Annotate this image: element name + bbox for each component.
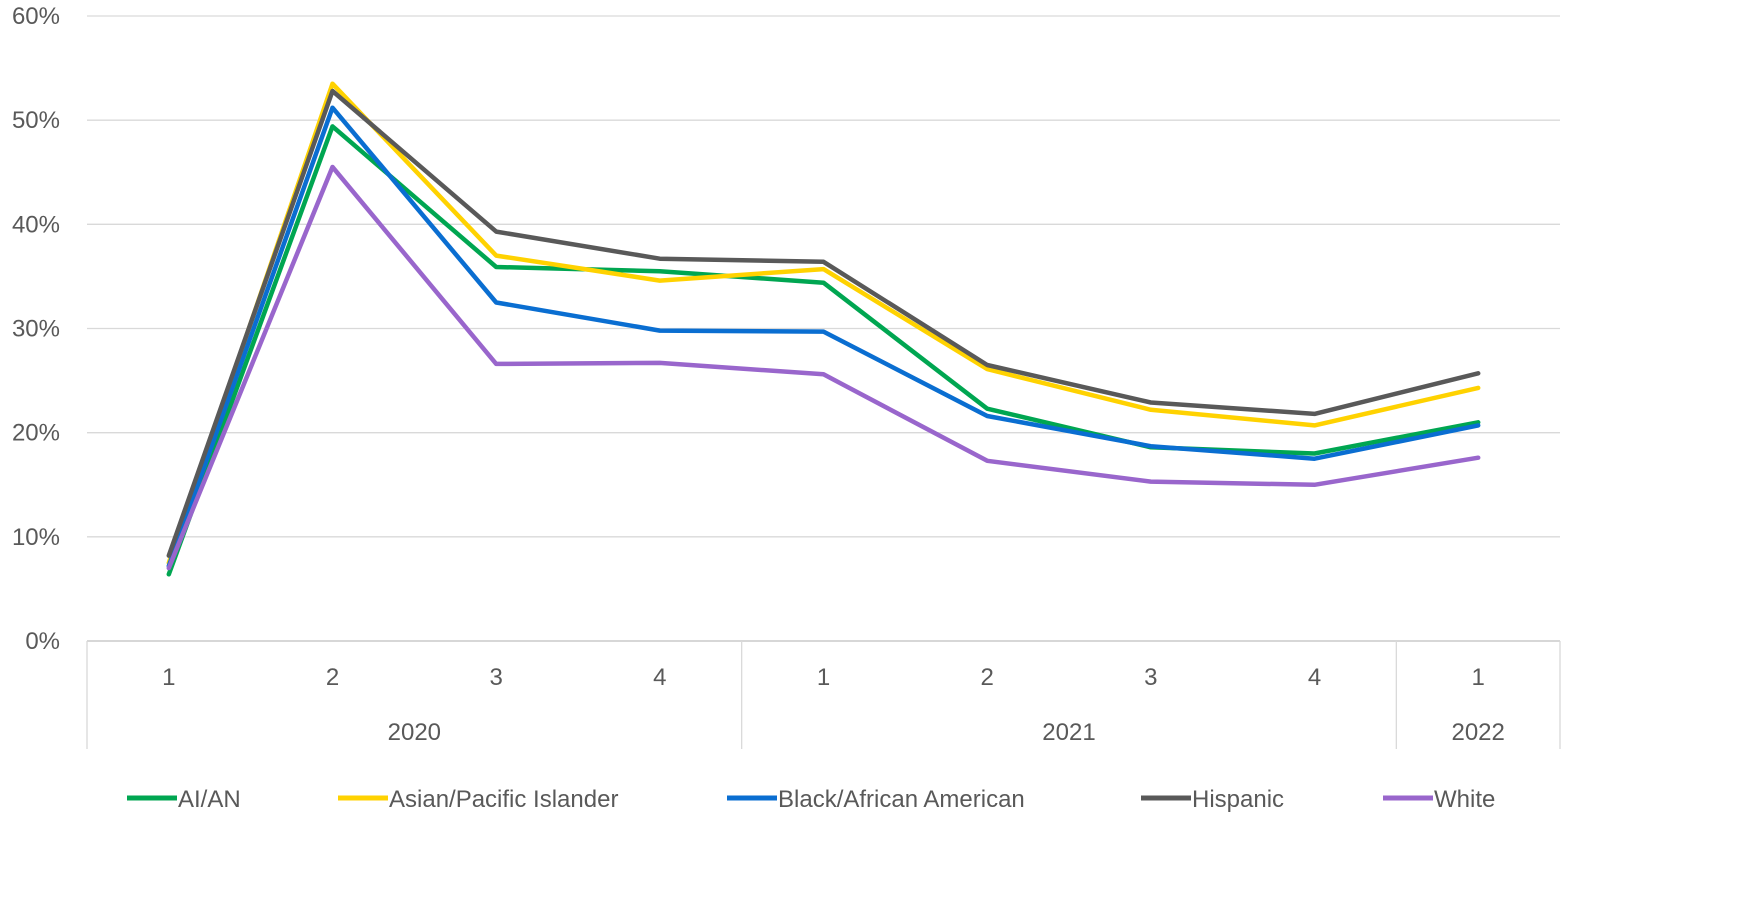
y-axis-tick-labels: 0% 10% 20% 30% 40% 50% 60% [12,3,60,655]
legend-label: Hispanic [1192,786,1284,813]
series-line-hispanic [166,88,1481,558]
x-tick-label: 1 [1471,664,1484,691]
x-tick-label: 1 [162,664,175,691]
x-group-label: 2022 [1451,719,1504,746]
y-tick-label: 30% [12,316,60,343]
series-line-asian-pacific-islander [166,81,1481,566]
x-tick-label: 3 [489,664,502,691]
y-tick-label: 20% [12,420,60,447]
x-tick-label: 2 [980,664,993,691]
x-axis: 1 2 3 4 1 2 3 4 1 2020 2021 2022 [86,641,1561,749]
x-tick-label: 1 [817,664,830,691]
y-tick-label: 60% [12,3,60,30]
x-tick-label: 4 [653,664,666,691]
x-group-label: 2021 [1042,719,1095,746]
legend-label: Asian/Pacific Islander [389,786,618,813]
x-group-label: 2020 [388,719,441,746]
series-line-black-african-american [166,105,1481,569]
y-tick-label: 40% [12,211,60,238]
series-line-white [166,164,1481,571]
legend-label: AI/AN [178,786,241,813]
series-line-ai-an [166,124,1481,577]
y-tick-label: 10% [12,524,60,551]
legend: AI/AN Asian/Pacific Islander Black/African… [127,786,1495,813]
x-tick-label: 2 [326,664,339,691]
x-tick-label: 3 [1144,664,1157,691]
series-lines [166,81,1481,577]
legend-label: White [1434,786,1495,813]
y-tick-label: 0% [25,628,60,655]
x-tick-label: 4 [1308,664,1321,691]
y-tick-label: 50% [12,107,60,134]
gridlines [87,15,1560,642]
legend-label: Black/African American [778,786,1025,813]
